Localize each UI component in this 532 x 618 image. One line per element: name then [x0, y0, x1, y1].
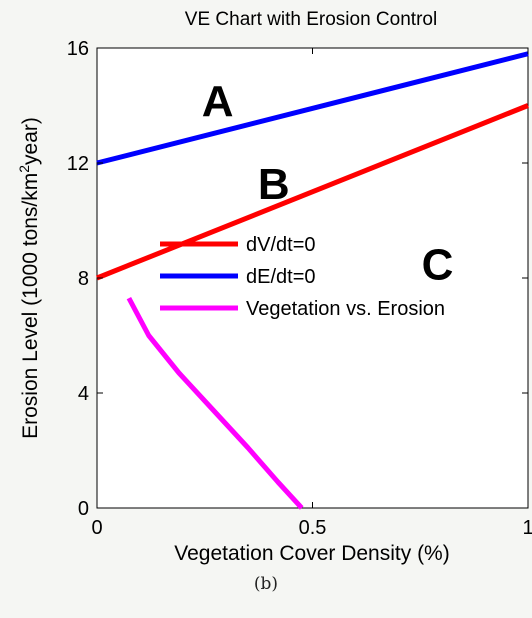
region-label-c: C [422, 241, 454, 290]
y-tick-label: 0 [78, 498, 89, 520]
y-axis-label-sup: 2 [16, 165, 32, 173]
plot-lines [96, 51, 529, 510]
figure-caption: (b) [253, 574, 279, 594]
y-tick-label: 16 [67, 38, 89, 60]
y-axis-label: Erosion Level (1000 tons/km2year) [16, 117, 42, 439]
legend-label-vegetation: Vegetation vs. Erosion [246, 298, 445, 320]
y-axis-label-end: year) [19, 117, 42, 165]
chart-title: VE Chart with Erosion Control [185, 9, 437, 30]
x-axis-label: Vegetation Cover Density (%) [174, 542, 449, 565]
axis-ticks: 0 0.5 1 0 4 8 12 16 [67, 38, 532, 539]
dv-dt-zero-line [96, 103, 529, 281]
legend-label-dv: dV/dt=0 [246, 234, 316, 256]
y-axis-label-main: Erosion Level (1000 tons/km [19, 173, 42, 439]
y-tick-label: 4 [78, 383, 89, 405]
region-label-a: A [202, 77, 234, 126]
y-tick-label: 12 [67, 153, 89, 175]
x-tick-label: 1 [522, 517, 532, 539]
de-dt-zero-line [96, 51, 529, 166]
x-tick-label: 0.5 [299, 517, 327, 539]
region-label-b: B [258, 160, 290, 209]
x-tick-label: 0 [91, 517, 102, 539]
vegetation-vs-erosion-curve [126, 296, 304, 510]
y-tick-label: 8 [78, 268, 89, 290]
legend: dV/dt=0 dE/dt=0 Vegetation vs. Erosion [160, 234, 445, 320]
legend-label-de: dE/dt=0 [246, 266, 316, 288]
